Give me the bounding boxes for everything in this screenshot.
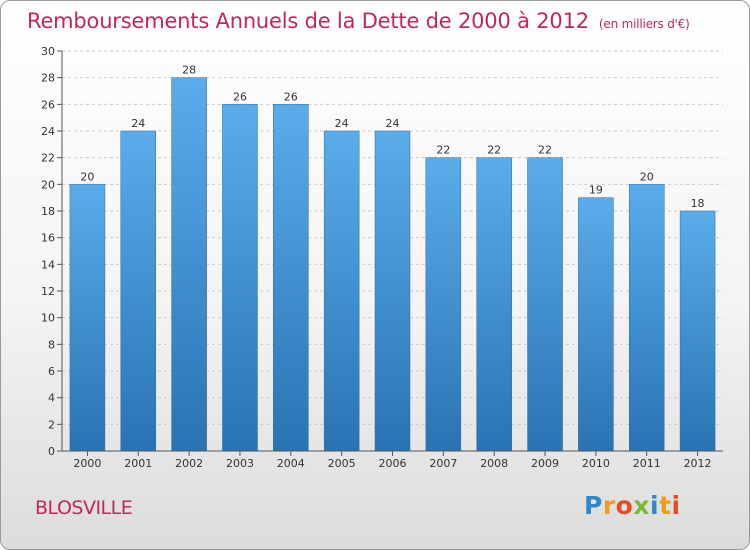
chart-title-text: Remboursements Annuels de la Dette de 20… — [27, 9, 589, 33]
y-tick-label: 2 — [48, 418, 55, 431]
y-tick-label: 22 — [41, 152, 55, 165]
logo-letter: t — [659, 491, 672, 520]
y-tick-label: 18 — [41, 205, 55, 218]
y-tick-label: 20 — [41, 178, 55, 191]
bar-2005 — [323, 130, 360, 452]
logo-letter: x — [633, 491, 650, 520]
data-label-2000: 20 — [80, 170, 94, 183]
data-label-2006: 24 — [386, 117, 400, 130]
x-tick-label-2006: 2006 — [379, 457, 407, 470]
data-label-2009: 22 — [538, 144, 552, 157]
y-tick-label: 24 — [41, 125, 55, 138]
bars: 20 24 28 26 26 24 24 22 22 22 19 20 18 — [69, 64, 716, 452]
bar-2009 — [527, 157, 563, 452]
x-axis: 2000 2001 2002 2003 2004 2005 2006 2007 2008 2009… — [62, 450, 723, 470]
bar-2003 — [222, 104, 258, 452]
data-label-2001: 24 — [131, 117, 145, 130]
data-label-2007: 22 — [436, 144, 450, 157]
data-label-2010: 19 — [589, 184, 603, 197]
logo-letter: i — [671, 491, 681, 520]
logo-letter: r — [602, 491, 616, 520]
chart-subtitle: (en milliers d'€) — [598, 17, 690, 31]
bar-2008 — [476, 157, 512, 452]
x-tick-label-2009: 2009 — [531, 457, 559, 470]
bar-2011 — [628, 184, 665, 452]
data-label-2008: 22 — [487, 144, 501, 157]
y-tick-label: 6 — [48, 365, 55, 378]
x-tick-label-2005: 2005 — [328, 457, 356, 470]
logo-letter: P — [584, 491, 603, 520]
data-label-2004: 26 — [284, 90, 298, 103]
data-label-2011: 20 — [640, 170, 654, 183]
y-tick-label: 12 — [41, 285, 55, 298]
chart-title: Remboursements Annuels de la Dette de 20… — [27, 9, 690, 33]
x-tick-label-2002: 2002 — [175, 457, 203, 470]
y-tick-label: 14 — [41, 258, 55, 271]
x-tick-label-2007: 2007 — [429, 457, 457, 470]
y-tick-label: 4 — [48, 392, 55, 405]
y-tick-label: 8 — [48, 338, 55, 351]
y-tick-label: 30 — [41, 45, 55, 58]
y-tick-label: 26 — [41, 98, 55, 111]
x-tick-label-2004: 2004 — [277, 457, 305, 470]
bar-2007 — [425, 157, 462, 452]
y-tick-label: 10 — [41, 312, 55, 325]
data-label-2002: 28 — [182, 64, 196, 77]
bar-2006 — [374, 130, 411, 452]
bar-2001 — [120, 130, 157, 452]
x-tick-label-2000: 2000 — [73, 457, 101, 470]
logo-letter: o — [615, 491, 634, 520]
bar-2002 — [171, 77, 207, 452]
bar-2000 — [69, 184, 106, 452]
bar-2012 — [679, 210, 716, 452]
logo-letter: i — [650, 491, 660, 520]
data-label-2005: 24 — [335, 117, 349, 130]
y-tick-label: 16 — [41, 232, 55, 245]
x-tick-label-2003: 2003 — [226, 457, 254, 470]
data-label-2012: 18 — [691, 197, 705, 210]
commune-name: BLOSVILLE — [35, 497, 133, 519]
x-tick-label-2012: 2012 — [684, 457, 712, 470]
x-tick-label-2008: 2008 — [480, 457, 508, 470]
y-tick-label: 28 — [41, 72, 55, 85]
proxiti-logo: Proxiti — [584, 491, 681, 520]
bar-2004 — [273, 104, 309, 452]
x-tick-label-2001: 2001 — [124, 457, 152, 470]
bar-2010 — [578, 197, 614, 452]
x-tick-label-2011: 2011 — [633, 457, 661, 470]
x-tick-label-2010: 2010 — [582, 457, 610, 470]
data-label-2003: 26 — [233, 90, 247, 103]
y-tick-label: 0 — [48, 445, 55, 458]
